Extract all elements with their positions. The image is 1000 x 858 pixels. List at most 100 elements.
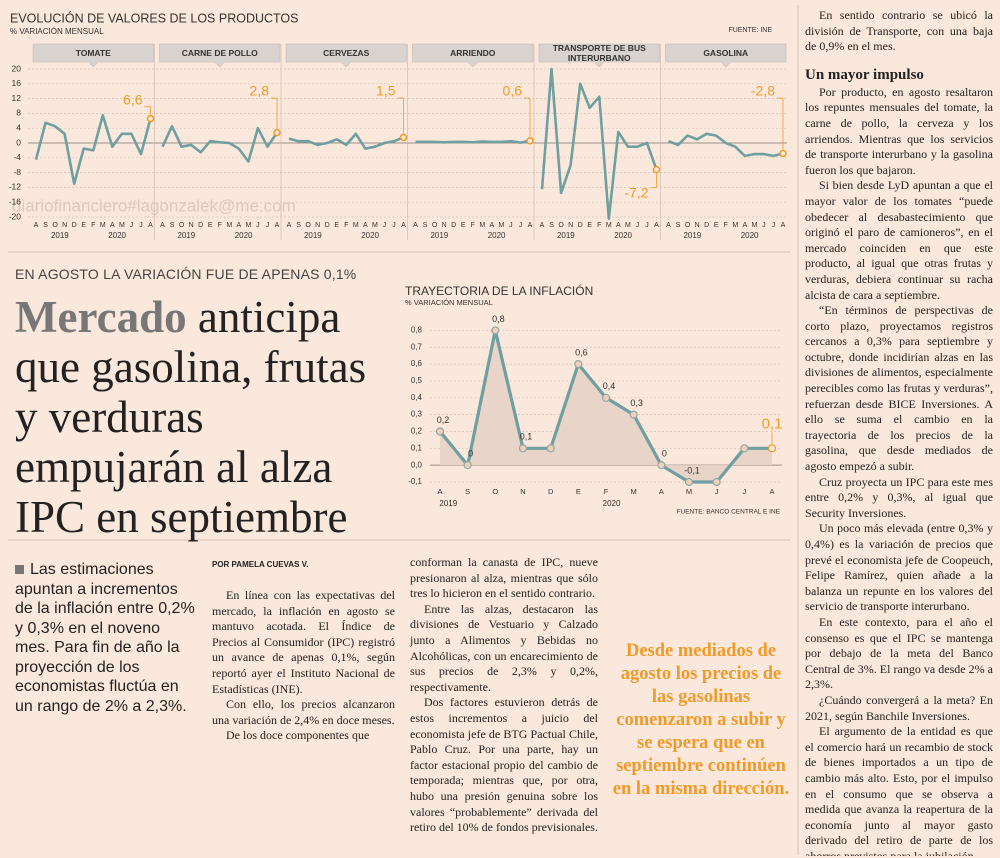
highlight-point bbox=[779, 149, 787, 158]
y-tick-label: -0,1 bbox=[408, 477, 422, 486]
x-tick-label: J bbox=[392, 222, 396, 229]
x-tick-label: F bbox=[471, 222, 475, 229]
line bbox=[34, 114, 152, 185]
value-label: -2,8 bbox=[751, 83, 775, 99]
y-tick-label: 0,2 bbox=[411, 427, 423, 436]
panel-name: TOMATE bbox=[75, 47, 111, 58]
paragraph: Con ello, los precios alcanzaron una var… bbox=[212, 697, 395, 727]
x-tick-label: A bbox=[528, 222, 533, 229]
y-tick-label: 0,6 bbox=[411, 359, 423, 368]
x-tick-label: A bbox=[401, 222, 406, 229]
line bbox=[288, 132, 404, 150]
x-tick-label: J bbox=[762, 222, 766, 229]
column-3: En sentido contrario se ubicó la divisió… bbox=[805, 8, 993, 856]
byline: POR PAMELA CUEVAS V. bbox=[212, 560, 309, 569]
x-tick-label: A bbox=[616, 222, 621, 229]
x-tick-label: J bbox=[519, 222, 523, 229]
panel-name: GASOLINA bbox=[703, 47, 749, 58]
y-tick-label: 0,0 bbox=[411, 460, 423, 469]
paragraph: En sentido contrario se ubicó la divisió… bbox=[805, 8, 993, 54]
value-label: 1,5 bbox=[376, 83, 396, 99]
point bbox=[574, 360, 583, 369]
pull-quote: Desde mediados de agosto los precios de … bbox=[612, 641, 790, 799]
paragraph: Cruz proyecta un IPC para este mes entre… bbox=[805, 474, 993, 520]
highlight-point bbox=[652, 165, 661, 174]
panel-header bbox=[32, 43, 154, 68]
panel-header bbox=[538, 43, 660, 68]
point bbox=[684, 477, 694, 487]
x-tick-label: E bbox=[714, 222, 719, 229]
year-label: 2019 bbox=[439, 499, 457, 508]
point bbox=[740, 444, 749, 453]
year-label: 2019 bbox=[430, 231, 448, 240]
paragraph: Por producto, en agosto resaltaron los r… bbox=[805, 84, 993, 177]
point bbox=[712, 477, 721, 487]
year-label: 2020 bbox=[603, 499, 621, 508]
x-tick-label: M bbox=[226, 222, 232, 229]
year-label: 2020 bbox=[488, 231, 506, 240]
point bbox=[491, 326, 500, 335]
highlight-point bbox=[399, 133, 408, 142]
point bbox=[767, 444, 777, 453]
y-tick-label: -8 bbox=[13, 167, 21, 177]
x-tick-label: A bbox=[236, 222, 241, 229]
y-tick-label: 0,4 bbox=[411, 393, 423, 402]
highlight-point bbox=[526, 137, 534, 145]
x-tick-label: J bbox=[645, 222, 649, 229]
chart-subtitle: % VARIACIÓN MENSUAL bbox=[405, 298, 493, 307]
x-tick-label: N bbox=[62, 222, 67, 229]
column-2: conforman la canasta de IPC, nueve presi… bbox=[410, 555, 598, 836]
x-tick-label: J bbox=[742, 487, 746, 496]
value-label: 0,1 bbox=[520, 432, 533, 442]
paragraph: El argumento de la entidad es que el com… bbox=[805, 724, 993, 856]
x-tick-label: A bbox=[769, 487, 774, 496]
x-tick-label: A bbox=[413, 222, 418, 229]
x-tick-label: A bbox=[654, 222, 659, 229]
x-tick-label: J bbox=[256, 222, 260, 229]
paragraph: “En términos de perspectivas de corto pl… bbox=[805, 303, 993, 474]
x-tick-label: A bbox=[148, 222, 153, 229]
value-label: -0,1 bbox=[684, 465, 700, 475]
year-label: 2020 bbox=[235, 231, 253, 240]
x-tick-label: D bbox=[548, 487, 554, 496]
value-label: 6,6 bbox=[123, 91, 143, 107]
point bbox=[546, 444, 555, 453]
x-tick-label: O bbox=[432, 222, 438, 229]
y-tick-label: -4 bbox=[13, 152, 21, 162]
panel-name: CERVEZAS bbox=[323, 47, 370, 58]
x-tick-label: O bbox=[305, 222, 311, 229]
y-tick-label: 0 bbox=[16, 137, 21, 147]
x-tick-label: A bbox=[489, 222, 494, 229]
x-tick-label: A bbox=[540, 222, 545, 229]
value-label: 0,6 bbox=[575, 347, 588, 357]
year-label: 2020 bbox=[108, 231, 126, 240]
value-label: 0,4 bbox=[603, 381, 616, 391]
x-tick-label: N bbox=[695, 222, 700, 229]
panel-name: CARNE DE POLLO bbox=[181, 47, 258, 58]
point bbox=[657, 461, 666, 470]
value-label: -7,2 bbox=[624, 184, 648, 200]
chart-subtitle: % VARIACIÓN MENSUAL bbox=[10, 27, 104, 36]
x-tick-label: S bbox=[549, 222, 554, 229]
y-tick-label: 0,7 bbox=[411, 342, 423, 351]
x-tick-label: E bbox=[81, 222, 86, 229]
panel-header bbox=[159, 43, 281, 68]
paragraph: Dos factores estuvieron detrás de estos … bbox=[410, 695, 598, 835]
year-label: 2019 bbox=[304, 231, 322, 240]
x-tick-label: M bbox=[751, 222, 757, 229]
x-tick-label: A bbox=[659, 487, 664, 496]
paragraph: Entre las alzas, destacaron las division… bbox=[410, 601, 598, 694]
x-tick-label: M bbox=[119, 222, 125, 229]
y-tick-label: 0,8 bbox=[411, 326, 423, 335]
x-tick-label: S bbox=[170, 222, 175, 229]
x-tick-label: D bbox=[72, 222, 77, 229]
x-tick-label: J bbox=[715, 487, 719, 496]
value-label: 0,1 bbox=[762, 415, 783, 432]
x-tick-label: M bbox=[732, 222, 738, 229]
chart-title: EVOLUCIÓN DE VALORES DE LOS PRODUCTOS bbox=[10, 10, 299, 25]
x-tick-label: N bbox=[568, 222, 573, 229]
y-tick-label: 12 bbox=[12, 93, 22, 103]
x-tick-label: M bbox=[498, 222, 504, 229]
